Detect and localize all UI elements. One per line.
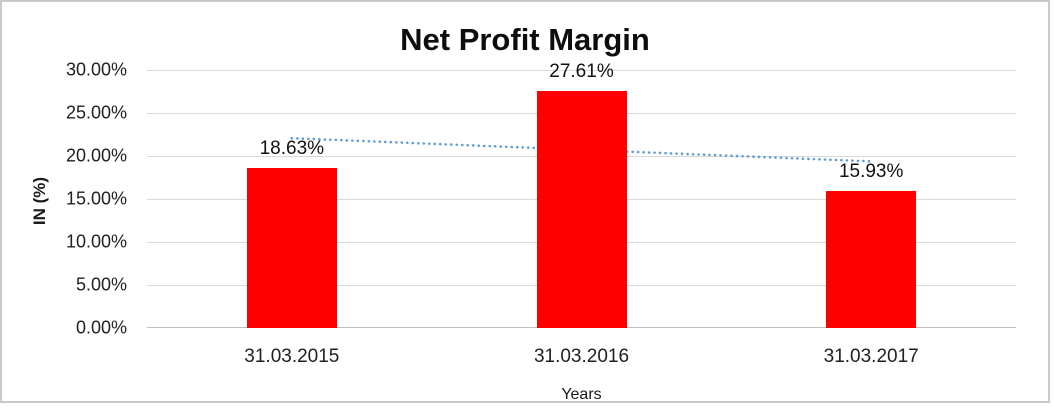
x-tick-label: 31.03.2017 <box>823 346 919 367</box>
trendline-layer <box>290 136 873 163</box>
bar-series: 18.63% 27.61% 15.93% <box>147 61 1016 328</box>
category-cell-2017: 15.93% <box>726 70 1016 328</box>
bar-2015 <box>246 167 337 328</box>
plot-area: 18.63% 27.61% 15.93% <box>147 61 1016 328</box>
bar-2016 <box>536 90 627 328</box>
category-cell-2016: 27.61% <box>437 61 727 328</box>
x-tick-label: 31.03.2016 <box>533 346 630 367</box>
chart-frame: Net Profit Margin IN (%) 30.00% 25.00% 2… <box>0 0 1050 403</box>
y-tick-label: 5.00% <box>75 274 127 295</box>
y-tick-label: 10.00% <box>65 231 127 252</box>
bar-value-label: 27.61% <box>549 60 614 82</box>
x-axis-title: Years <box>561 386 602 403</box>
linear-trendline <box>290 136 873 163</box>
y-tick-label: 25.00% <box>65 102 127 123</box>
bar-2017 <box>826 191 917 328</box>
y-axis-tick-labels: 30.00% 25.00% 20.00% 15.00% 10.00% 5.00%… <box>2 60 127 338</box>
chart-title: Net Profit Margin <box>400 22 650 57</box>
bar-value-label: 18.63% <box>259 137 325 159</box>
category-cell-2015: 18.63% <box>147 70 437 328</box>
gridline <box>147 70 1016 71</box>
x-tick-label: 31.03.2015 <box>244 346 340 367</box>
x-axis-tick-labels: 31.03.2015 31.03.2016 31.03.2017 <box>147 346 1016 368</box>
y-tick-label: 30.00% <box>65 59 127 80</box>
bar-value-label: 15.93% <box>838 161 904 183</box>
y-tick-label: 15.00% <box>65 188 127 209</box>
y-tick-label: 0.00% <box>75 317 127 338</box>
y-tick-label: 20.00% <box>65 145 127 166</box>
